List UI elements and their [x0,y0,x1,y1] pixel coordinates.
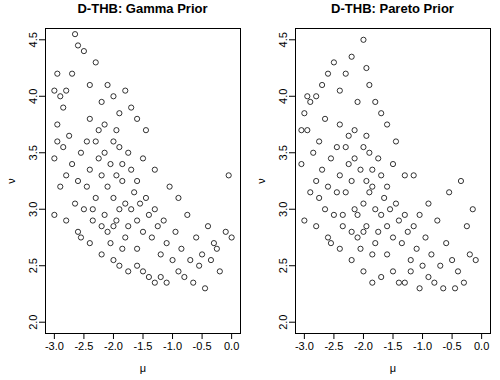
svg-text:-0.5: -0.5 [193,340,212,352]
svg-text:ν: ν [5,178,17,184]
svg-text:-1.5: -1.5 [384,340,403,352]
svg-text:-1.0: -1.0 [413,340,432,352]
svg-text:3.0: 3.0 [27,202,39,217]
svg-text:ν: ν [255,178,267,184]
svg-text:-0.5: -0.5 [443,340,462,352]
svg-text:μ: μ [140,362,146,374]
svg-text:2.0: 2.0 [277,315,289,330]
svg-text:-3.0: -3.0 [295,340,314,352]
svg-text:-2.0: -2.0 [104,340,123,352]
svg-text:2.5: 2.5 [277,258,289,273]
svg-text:-2.0: -2.0 [354,340,373,352]
svg-text:3.0: 3.0 [277,202,289,217]
svg-text:-1.0: -1.0 [163,340,182,352]
svg-text:2.0: 2.0 [27,315,39,330]
svg-text:4.5: 4.5 [27,32,39,47]
svg-text:-1.5: -1.5 [134,340,153,352]
svg-text:3.5: 3.5 [277,145,289,160]
svg-text:-3.0: -3.0 [45,340,64,352]
svg-text:0.0: 0.0 [474,340,489,352]
svg-text:μ: μ [390,362,396,374]
svg-text:4.0: 4.0 [277,89,289,104]
svg-text:0.0: 0.0 [224,340,239,352]
svg-text:-2.5: -2.5 [74,340,93,352]
svg-text:2.5: 2.5 [27,258,39,273]
svg-text:-2.5: -2.5 [324,340,343,352]
html-text:D-THB: Pareto Prior: D-THB: Pareto Prior [331,1,454,16]
svg-text:4.5: 4.5 [277,32,289,47]
html-text:D-THB: Gamma Prior: D-THB: Gamma Prior [77,1,208,16]
svg-text:4.0: 4.0 [27,89,39,104]
svg-text:3.5: 3.5 [27,145,39,160]
